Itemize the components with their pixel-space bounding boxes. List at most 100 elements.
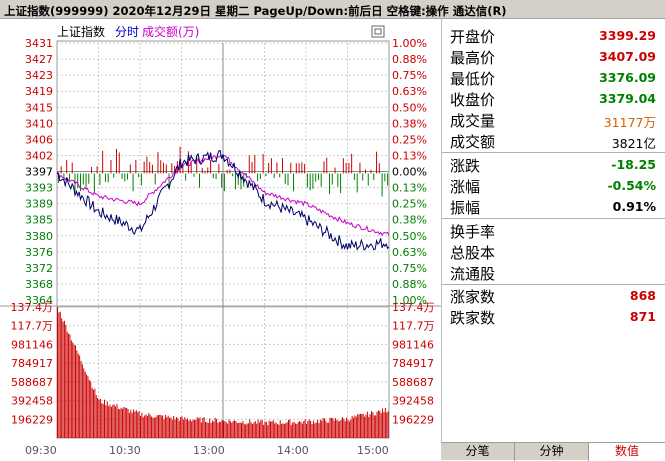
percent-tick: 0.50% <box>392 101 427 114</box>
float-shares-label: 流通股 <box>450 265 496 283</box>
panel-row: 成交额 3821亿 <box>442 130 665 151</box>
high-label: 最高价 <box>450 49 496 67</box>
chart-canvas[interactable]: 3431 3427 3423 3419 3415 3410 3406 3402 3397 3393… <box>0 19 441 442</box>
price-tick: 3368 <box>25 278 53 291</box>
percent-tick: 0.38% <box>392 117 427 130</box>
advancers-value: 868 <box>629 288 656 303</box>
price-tick: 3415 <box>25 101 53 114</box>
panel-row: 流通股 <box>442 262 665 283</box>
time-axis: 09:30 10:30 13:00 14:00 15:00 <box>0 442 441 460</box>
percent-tick: 0.13% <box>392 149 427 162</box>
panel-divider <box>442 152 665 153</box>
time-tick: 09:30 <box>25 444 57 457</box>
panel-row: 跌家数 871 <box>442 306 665 327</box>
panel-divider <box>442 284 665 285</box>
close-value: 3379.04 <box>599 91 656 106</box>
price-tick: 3380 <box>25 230 53 243</box>
price-tick: 3393 <box>25 182 53 195</box>
volume-tick: 196229 <box>392 413 434 426</box>
volume-tick: 588687 <box>392 376 434 389</box>
change-pct-value: -0.54% <box>607 178 656 193</box>
percent-tick: 0.88% <box>392 53 427 66</box>
change-value: -18.25 <box>611 157 656 172</box>
window-title-bar: 上证指数(999999) 2020年12月29日 星期二 PageUp/Down… <box>0 0 665 19</box>
time-tick: 13:00 <box>193 444 225 457</box>
panel-row: 振幅 0.91% <box>442 196 665 217</box>
high-value: 3407.09 <box>599 49 656 64</box>
price-tick: 3431 <box>25 37 53 50</box>
panel-row: 收盘价 3379.04 <box>442 88 665 109</box>
intraday-chart[interactable]: 3431 3427 3423 3419 3415 3410 3406 3402 3397 3393… <box>0 19 441 442</box>
quote-panel: 开盘价 3399.29 最高价 3407.09 最低价 3376.09 收盘价 … <box>441 19 665 442</box>
amount-value: 3821亿 <box>611 136 656 151</box>
percent-tick: 0.75% <box>392 262 427 275</box>
percent-tick: 0.88% <box>392 278 427 291</box>
open-label: 开盘价 <box>450 28 496 46</box>
panel-divider <box>442 218 665 219</box>
percent-tick: 1.00% <box>392 37 427 50</box>
price-tick: 3419 <box>25 85 53 98</box>
percent-tick: 1.00% <box>392 294 427 307</box>
percent-tick: 0.50% <box>392 230 427 243</box>
volume-tick: 196229 <box>11 413 53 426</box>
price-tick: 3385 <box>25 214 53 227</box>
volume-value: 31177万 <box>603 115 656 130</box>
volume-tick: 392458 <box>392 395 434 408</box>
panel-tab-bar: 分笔 分钟 数值 <box>441 442 665 461</box>
volume-axis: 137.4万 137.4万 117.7万 117.7万 981146 981146 7849… <box>11 301 435 426</box>
volume-tick: 981146 <box>11 338 53 351</box>
price-line <box>56 149 390 251</box>
tab-minutes[interactable]: 分钟 <box>515 443 589 461</box>
decliners-value: 871 <box>629 309 656 324</box>
chart-close-icon[interactable] <box>371 25 385 38</box>
tab-values[interactable]: 数值 <box>589 443 665 461</box>
close-label: 收盘价 <box>450 91 496 109</box>
open-value: 3399.29 <box>599 28 656 43</box>
total-shares-label: 总股本 <box>450 244 496 262</box>
panel-row: 涨幅 -0.54% <box>442 175 665 196</box>
panel-row: 总股本 <box>442 241 665 262</box>
percent-tick: 0.25% <box>392 133 427 146</box>
price-tick: 3406 <box>25 133 53 146</box>
breadth-bars <box>57 146 389 197</box>
chart-header: 上证指数 分时 成交额(万) <box>57 24 199 39</box>
amplitude-value: 0.91% <box>612 199 656 214</box>
price-axis-left: 3431 3427 3423 3419 3415 3410 3406 3402 3397 3393… <box>25 37 53 307</box>
percent-tick: 0.25% <box>392 198 427 211</box>
volume-tick: 784917 <box>11 357 53 370</box>
price-tick: 3372 <box>25 262 53 275</box>
indicator-label[interactable]: 成交额(万) <box>142 24 199 39</box>
change-label: 涨跌 <box>450 157 481 175</box>
panel-row: 最高价 3407.09 <box>442 46 665 67</box>
low-value: 3376.09 <box>599 70 656 85</box>
index-name-label: 上证指数 <box>57 24 105 39</box>
tab-ticks[interactable]: 分笔 <box>441 443 515 461</box>
change-pct-label: 涨幅 <box>450 178 481 196</box>
panel-row: 涨跌 -18.25 <box>442 154 665 175</box>
volume-tick: 784917 <box>392 357 434 370</box>
mode-label[interactable]: 分时 <box>115 25 139 39</box>
time-tick: 10:30 <box>109 444 141 457</box>
price-tick: 3423 <box>25 69 53 82</box>
percent-tick: 0.13% <box>392 182 427 195</box>
advancers-label: 涨家数 <box>450 288 496 306</box>
volume-tick: 981146 <box>392 338 434 351</box>
price-tick: 3389 <box>25 198 53 211</box>
panel-row: 涨家数 868 <box>442 285 665 306</box>
turnover-label: 换手率 <box>450 223 496 241</box>
panel-row: 换手率 <box>442 220 665 241</box>
decliners-label: 跌家数 <box>450 309 496 327</box>
volume-tick: 137.4万 <box>11 301 54 314</box>
volume-bars <box>57 307 389 438</box>
volume-tick: 392458 <box>11 395 53 408</box>
volume-tick: 117.7万 <box>392 320 435 333</box>
percent-tick: 0.38% <box>392 214 427 227</box>
price-tick: 3402 <box>25 149 53 162</box>
percent-tick: 0.75% <box>392 69 427 82</box>
chart-grid <box>0 40 441 439</box>
amplitude-label: 振幅 <box>450 199 481 217</box>
panel-row: 成交量 31177万 <box>442 109 665 130</box>
price-tick: 3397 <box>25 166 53 179</box>
panel-row: 开盘价 3399.29 <box>442 25 665 46</box>
percent-tick: 0.00% <box>392 166 427 179</box>
